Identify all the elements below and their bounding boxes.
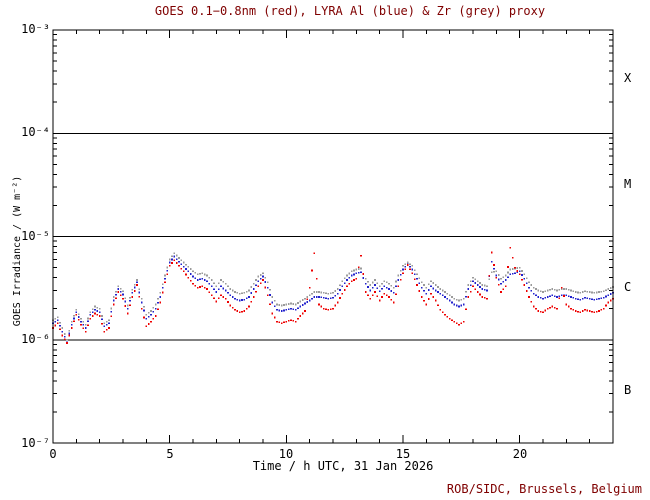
y-tick-label-1e-4: 10⁻⁴ [21,125,50,139]
y-tick-label-1e-6: 10⁻⁶ [21,332,50,346]
x-tick-label-0: 0 [49,447,57,461]
chart-title: GOES 0.1−0.8nm (red), LYRA Al (blue) & Z… [154,4,546,18]
flare-class-label-m: M [624,177,632,191]
series-lyra-zr-grey-dots [52,252,614,341]
credit-text: ROB/SIDC, Brussels, Belgium [446,482,642,496]
y-tick-label-1e-3: 10⁻³ [21,22,50,36]
flare-class-label-c: C [624,280,632,294]
x-tick-label-5: 5 [166,447,174,461]
flare-class-label-x: X [624,71,632,85]
y-tick-label-1e-5: 10⁻⁵ [21,229,50,243]
y-tick-label-1e-7: 10⁻⁷ [21,436,50,450]
series-lyra-al-blue-dots [52,255,614,343]
axis-tick-marks [52,29,614,444]
x-tick-label-20: 20 [512,447,528,461]
y-axis-label: GOES Irradiance / (W m⁻²) [12,175,23,327]
x-tick-label-15: 15 [395,447,411,461]
plot-border [52,29,614,444]
x-axis-label: Time / h UTC, 31 Jan 2026 [252,459,434,473]
series-goes-red-dots [52,246,614,344]
flare-class-boundary-lines [53,132,613,341]
x-tick-label-10: 10 [278,447,294,461]
flare-class-label-b: B [624,383,632,397]
